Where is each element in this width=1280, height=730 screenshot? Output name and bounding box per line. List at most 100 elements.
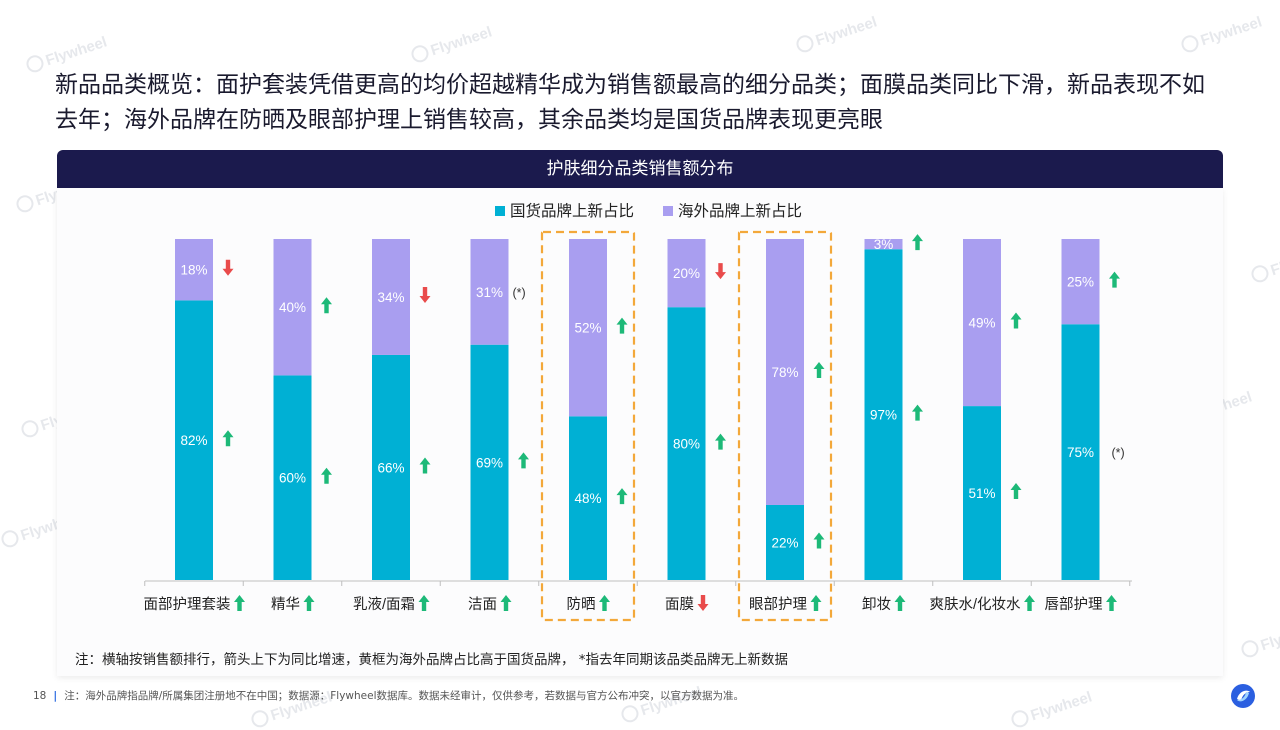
arrow-up-icon <box>303 595 315 611</box>
stacked-bar-chart: 国货品牌上新占比 海外品牌上新占比 82% 18% 面部护理套装 60% 40% 精华 66% 3… <box>144 202 1132 622</box>
bar-domestic-5 <box>569 416 607 580</box>
x-tick-label-9: 爽肤水/化妆水 <box>929 596 1021 613</box>
data-label-domestic-2: 60% <box>279 471 306 486</box>
arrow-up-icon <box>222 430 234 447</box>
arrow-up-icon <box>1010 483 1022 500</box>
watermark-text: Flywheel <box>1179 13 1265 56</box>
footer-separator: | <box>53 690 58 702</box>
bar-overseas-6 <box>667 239 706 308</box>
bar-overseas-9 <box>963 239 1001 407</box>
bar-overseas-4 <box>470 239 509 345</box>
bar-overseas-7 <box>766 239 804 505</box>
highlight-box <box>737 230 833 622</box>
bar-domestic-6 <box>667 307 706 580</box>
arrow-up-icon <box>321 467 332 484</box>
arrow-up-icon <box>813 532 825 549</box>
data-label-domestic-1: 82% <box>180 433 207 448</box>
data-label-overseas-1: 18% <box>180 263 207 278</box>
page-title: 新品品类概览：面护套装凭借更高的均价超越精华成为销售额最高的细分品类；面膜品类同… <box>55 72 1205 133</box>
data-label-domestic-6: 80% <box>673 437 700 452</box>
arrow-up-icon <box>518 452 529 469</box>
data-label-overseas-10: 25% <box>1067 275 1094 290</box>
chart-panel: 国货品牌上新占比 海外品牌上新占比 82% 18% 面部护理套装 60% 40% 精华 66% 3… <box>57 188 1223 676</box>
arrow-up-icon <box>1109 271 1120 288</box>
bar-domestic-3 <box>372 354 410 580</box>
watermark-text: Flywheel <box>1009 688 1095 730</box>
data-label-domestic-7: 22% <box>771 535 798 550</box>
chart-note: 注：横轴按销售额排行，箭头上下为同比增速，黄框为海外品牌占比高于国货品牌， *指… <box>75 652 789 668</box>
data-label-overseas-5: 52% <box>574 321 601 336</box>
watermark-text: Flywheel <box>1249 243 1280 286</box>
data-label-domestic-5: 48% <box>574 491 601 506</box>
arrow-up-icon <box>813 361 825 378</box>
data-label-overseas-6: 20% <box>673 266 700 281</box>
arrow-up-icon <box>616 488 628 505</box>
chart-title-banner: 护肤细分品类销售额分布 <box>57 150 1223 188</box>
data-label-domestic-4: 69% <box>476 455 503 470</box>
bar-domestic-9 <box>963 406 1001 580</box>
bar-overseas-10 <box>1061 239 1100 325</box>
arrow-up-icon <box>715 433 726 450</box>
arrow-up-icon <box>500 595 512 611</box>
arrow-down-icon <box>697 595 709 611</box>
data-label-overseas-8: 3% <box>874 237 894 252</box>
data-label-overseas-9: 49% <box>968 316 995 331</box>
arrow-up-icon <box>599 595 610 611</box>
watermark-text: Flywheel <box>1239 618 1280 661</box>
arrow-up-icon <box>894 595 906 611</box>
x-tick-label-10: 唇部护理 <box>1045 596 1103 613</box>
page-footer: 18 | 注：海外品牌指品牌/所属集团注册地不在中国；数据源：Flywheel数据库… <box>33 688 744 703</box>
bar-domestic-4 <box>470 344 509 580</box>
data-label-overseas-4: 31% <box>476 285 503 300</box>
x-tick-label-8: 卸妆 <box>862 596 891 613</box>
flywheel-logo-icon <box>1231 684 1255 708</box>
bar-domestic-7 <box>766 504 804 580</box>
data-label-overseas-2: 40% <box>279 300 306 315</box>
legend-swatch-2 <box>663 206 673 216</box>
data-label-overseas-3: 34% <box>377 290 404 305</box>
highlight-box <box>540 230 636 622</box>
arrow-down-icon <box>222 259 234 276</box>
page-number: 18 <box>33 690 47 702</box>
x-tick-label-6: 面膜 <box>665 596 694 613</box>
x-tick-label-5: 防晒 <box>567 596 596 613</box>
footer-text: 注：海外品牌指品牌/所属集团注册地不在中国；数据源：Flywheel数据库。数据… <box>64 690 745 702</box>
bar-overseas-1 <box>175 239 213 301</box>
arrow-up-icon <box>810 595 822 611</box>
arrow-up-icon <box>321 297 332 314</box>
note-marker: (*) <box>513 286 526 300</box>
arrow-down-icon <box>715 263 726 280</box>
bar-overseas-3 <box>372 239 410 355</box>
bar-overseas-2 <box>273 239 312 376</box>
arrow-down-icon <box>419 286 431 303</box>
x-tick-label-7: 眼部护理 <box>749 596 807 613</box>
arrow-up-icon <box>418 595 430 611</box>
data-label-overseas-7: 78% <box>771 365 798 380</box>
arrow-up-icon <box>419 457 431 474</box>
arrow-up-icon <box>1024 595 1036 611</box>
note-marker: (*) <box>1112 446 1125 460</box>
bar-domestic-8 <box>864 249 903 581</box>
arrow-up-icon <box>1010 312 1022 329</box>
data-label-domestic-3: 66% <box>377 460 404 475</box>
arrow-up-icon <box>234 595 245 611</box>
arrow-up-icon <box>912 404 923 421</box>
arrow-up-icon <box>616 317 628 334</box>
x-tick-label-4: 洁面 <box>468 596 497 613</box>
watermark-text: Flywheel <box>409 23 495 66</box>
data-label-domestic-8: 97% <box>870 408 897 423</box>
x-tick-label-1: 面部护理套装 <box>144 596 231 613</box>
watermark-text: Flywheel <box>794 13 880 56</box>
bar-overseas-8 <box>864 239 903 250</box>
legend-label-1: 国货品牌上新占比 <box>510 202 634 220</box>
x-tick-label-3: 乳液/面霜 <box>353 596 415 613</box>
bar-domestic-10 <box>1061 324 1100 580</box>
x-tick-label-2: 精华 <box>271 596 300 613</box>
bar-domestic-1 <box>175 300 213 580</box>
arrow-up-icon <box>912 234 923 251</box>
bar-overseas-5 <box>569 239 607 417</box>
arrow-up-icon <box>1106 595 1117 611</box>
data-label-domestic-10: 75% <box>1067 445 1094 460</box>
bar-domestic-2 <box>273 375 312 580</box>
legend-swatch-1 <box>495 206 505 216</box>
